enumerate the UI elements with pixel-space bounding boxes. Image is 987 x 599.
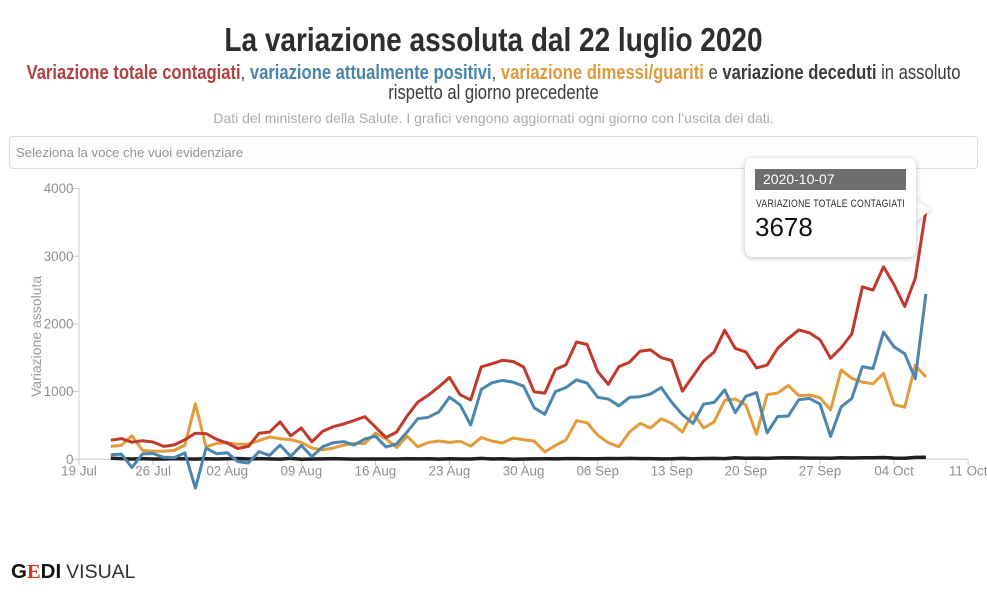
- svg-text:04 Oct: 04 Oct: [874, 464, 914, 479]
- svg-text:23 Aug: 23 Aug: [429, 464, 471, 479]
- svg-text:27 Sep: 27 Sep: [799, 464, 841, 479]
- svg-text:30 Aug: 30 Aug: [503, 464, 545, 479]
- svg-text:13 Sep: 13 Sep: [651, 464, 693, 479]
- svg-text:Variazione assoluta: Variazione assoluta: [28, 276, 44, 397]
- svg-text:02 Aug: 02 Aug: [206, 464, 248, 479]
- svg-text:1000: 1000: [44, 384, 74, 399]
- svg-text:19 Jul: 19 Jul: [61, 464, 97, 479]
- svg-text:09 Aug: 09 Aug: [280, 464, 322, 479]
- svg-text:16 Aug: 16 Aug: [355, 464, 397, 479]
- svg-text:20 Sep: 20 Sep: [725, 464, 767, 479]
- svg-text:11 Oct: 11 Oct: [949, 464, 987, 479]
- svg-text:2000: 2000: [44, 317, 74, 332]
- svg-text:26 Jul: 26 Jul: [135, 464, 171, 479]
- svg-text:06 Sep: 06 Sep: [576, 464, 618, 479]
- svg-text:0: 0: [66, 452, 73, 467]
- svg-text:3000: 3000: [44, 249, 74, 264]
- svg-text:4000: 4000: [44, 181, 74, 196]
